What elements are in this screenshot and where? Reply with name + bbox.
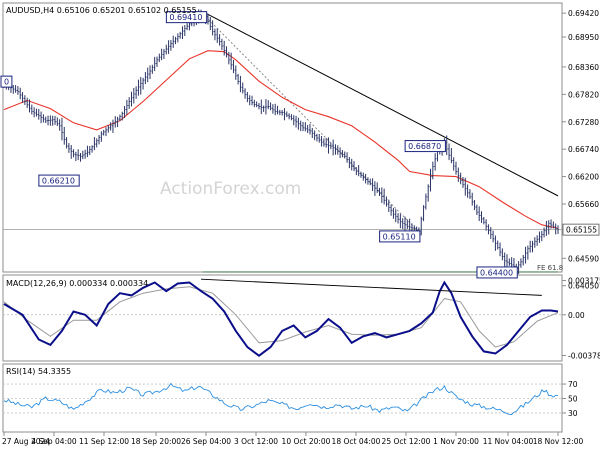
rsi-layer: 70 50 30 [3,380,578,418]
moving-average-line [3,50,559,229]
price-axis-label: 0.64050 [568,282,599,291]
price-level-label: 0.66870 [408,142,441,151]
price-axis-label: 0.66740 [568,145,599,154]
price-axis-label: 0.65660 [568,200,599,209]
falling-trendline [205,12,559,197]
macd-axis-label: 0.00 [568,311,585,320]
price-level-label: 0.69410 [169,13,202,22]
rsi-axis-label: 70 [568,380,578,389]
price-axis-label: 0.67280 [568,118,599,127]
price-level-label: 0.64400 [480,268,513,277]
rsi-axis-label: 30 [568,409,578,418]
time-axis-label: 3 Oct 12:00 [234,437,278,446]
price-level-box [476,266,518,279]
time-axis-label: 25 Oct 12:00 [382,437,431,446]
price-level-box [404,140,446,153]
symbol-header: AUDUSD,H4 0.65106 0.65201 0.65102 0.6515… [6,6,197,15]
macd-title: MACD(12,26,9) 0.000334 0.000334 [6,279,148,288]
macd-panel-frame [2,274,563,362]
price-axis-label: 0.69420 [568,9,599,18]
time-axis-label: 1 Nov 20:00 [433,437,479,446]
time-axis-label: 18 Nov 12:00 [533,437,584,446]
price-level-box [0,75,13,88]
rsi-axis-label: 50 [568,395,578,404]
price-level-box [379,230,421,243]
price-level-label: 0.65110 [383,232,416,241]
dotted-channel-line [205,16,420,233]
macd-line [3,280,559,357]
current-price-label: 0.65155 [566,226,597,235]
time-axis-label: 11 Sep 12:00 [79,437,129,446]
main-price-layer: 0.69420 0.68950 0.68360 0.67820 0.67280 0.667… [0,9,600,291]
price-level-label: 0 [4,78,9,87]
time-axis-label: 4 Sep 04:00 [31,437,77,446]
fib-extension-label: FE 61.8 [537,264,563,272]
time-axis-label: 11 Nov 04:00 [483,437,534,446]
price-level-label: 0.66210 [42,177,75,186]
price-axis-label: 0.67820 [568,90,599,99]
time-axis-label: 27 Aug 2024 [2,437,50,446]
macd-axis-label: -0.00378 [568,351,600,360]
price-level-box [165,11,208,24]
time-axis-label: 10 Oct 20:00 [282,437,331,446]
current-price-tag [562,223,600,236]
time-axis-label: 18 Sep 20:00 [131,437,181,446]
time-axis-label: 18 Oct 04:00 [332,437,381,446]
price-level-box [38,174,80,187]
watermark: ActionForex.com [160,179,301,199]
macd-divergence-line [201,278,542,296]
price-axis-label: 0.68950 [568,33,599,42]
macd-axis-label: 0.003175 [568,277,600,286]
rsi-line [3,382,559,416]
macd-layer: 0.003175 0.00 -0.00378 [3,277,600,360]
time-axis-label: 26 Sep 04:00 [181,437,231,446]
price-axis-label: 0.68360 [568,63,599,72]
price-axis-label: 0.64590 [568,254,599,263]
price-axis-label: 0.66200 [568,173,599,182]
rsi-title: RSI(14) 54.3355 [6,367,71,376]
